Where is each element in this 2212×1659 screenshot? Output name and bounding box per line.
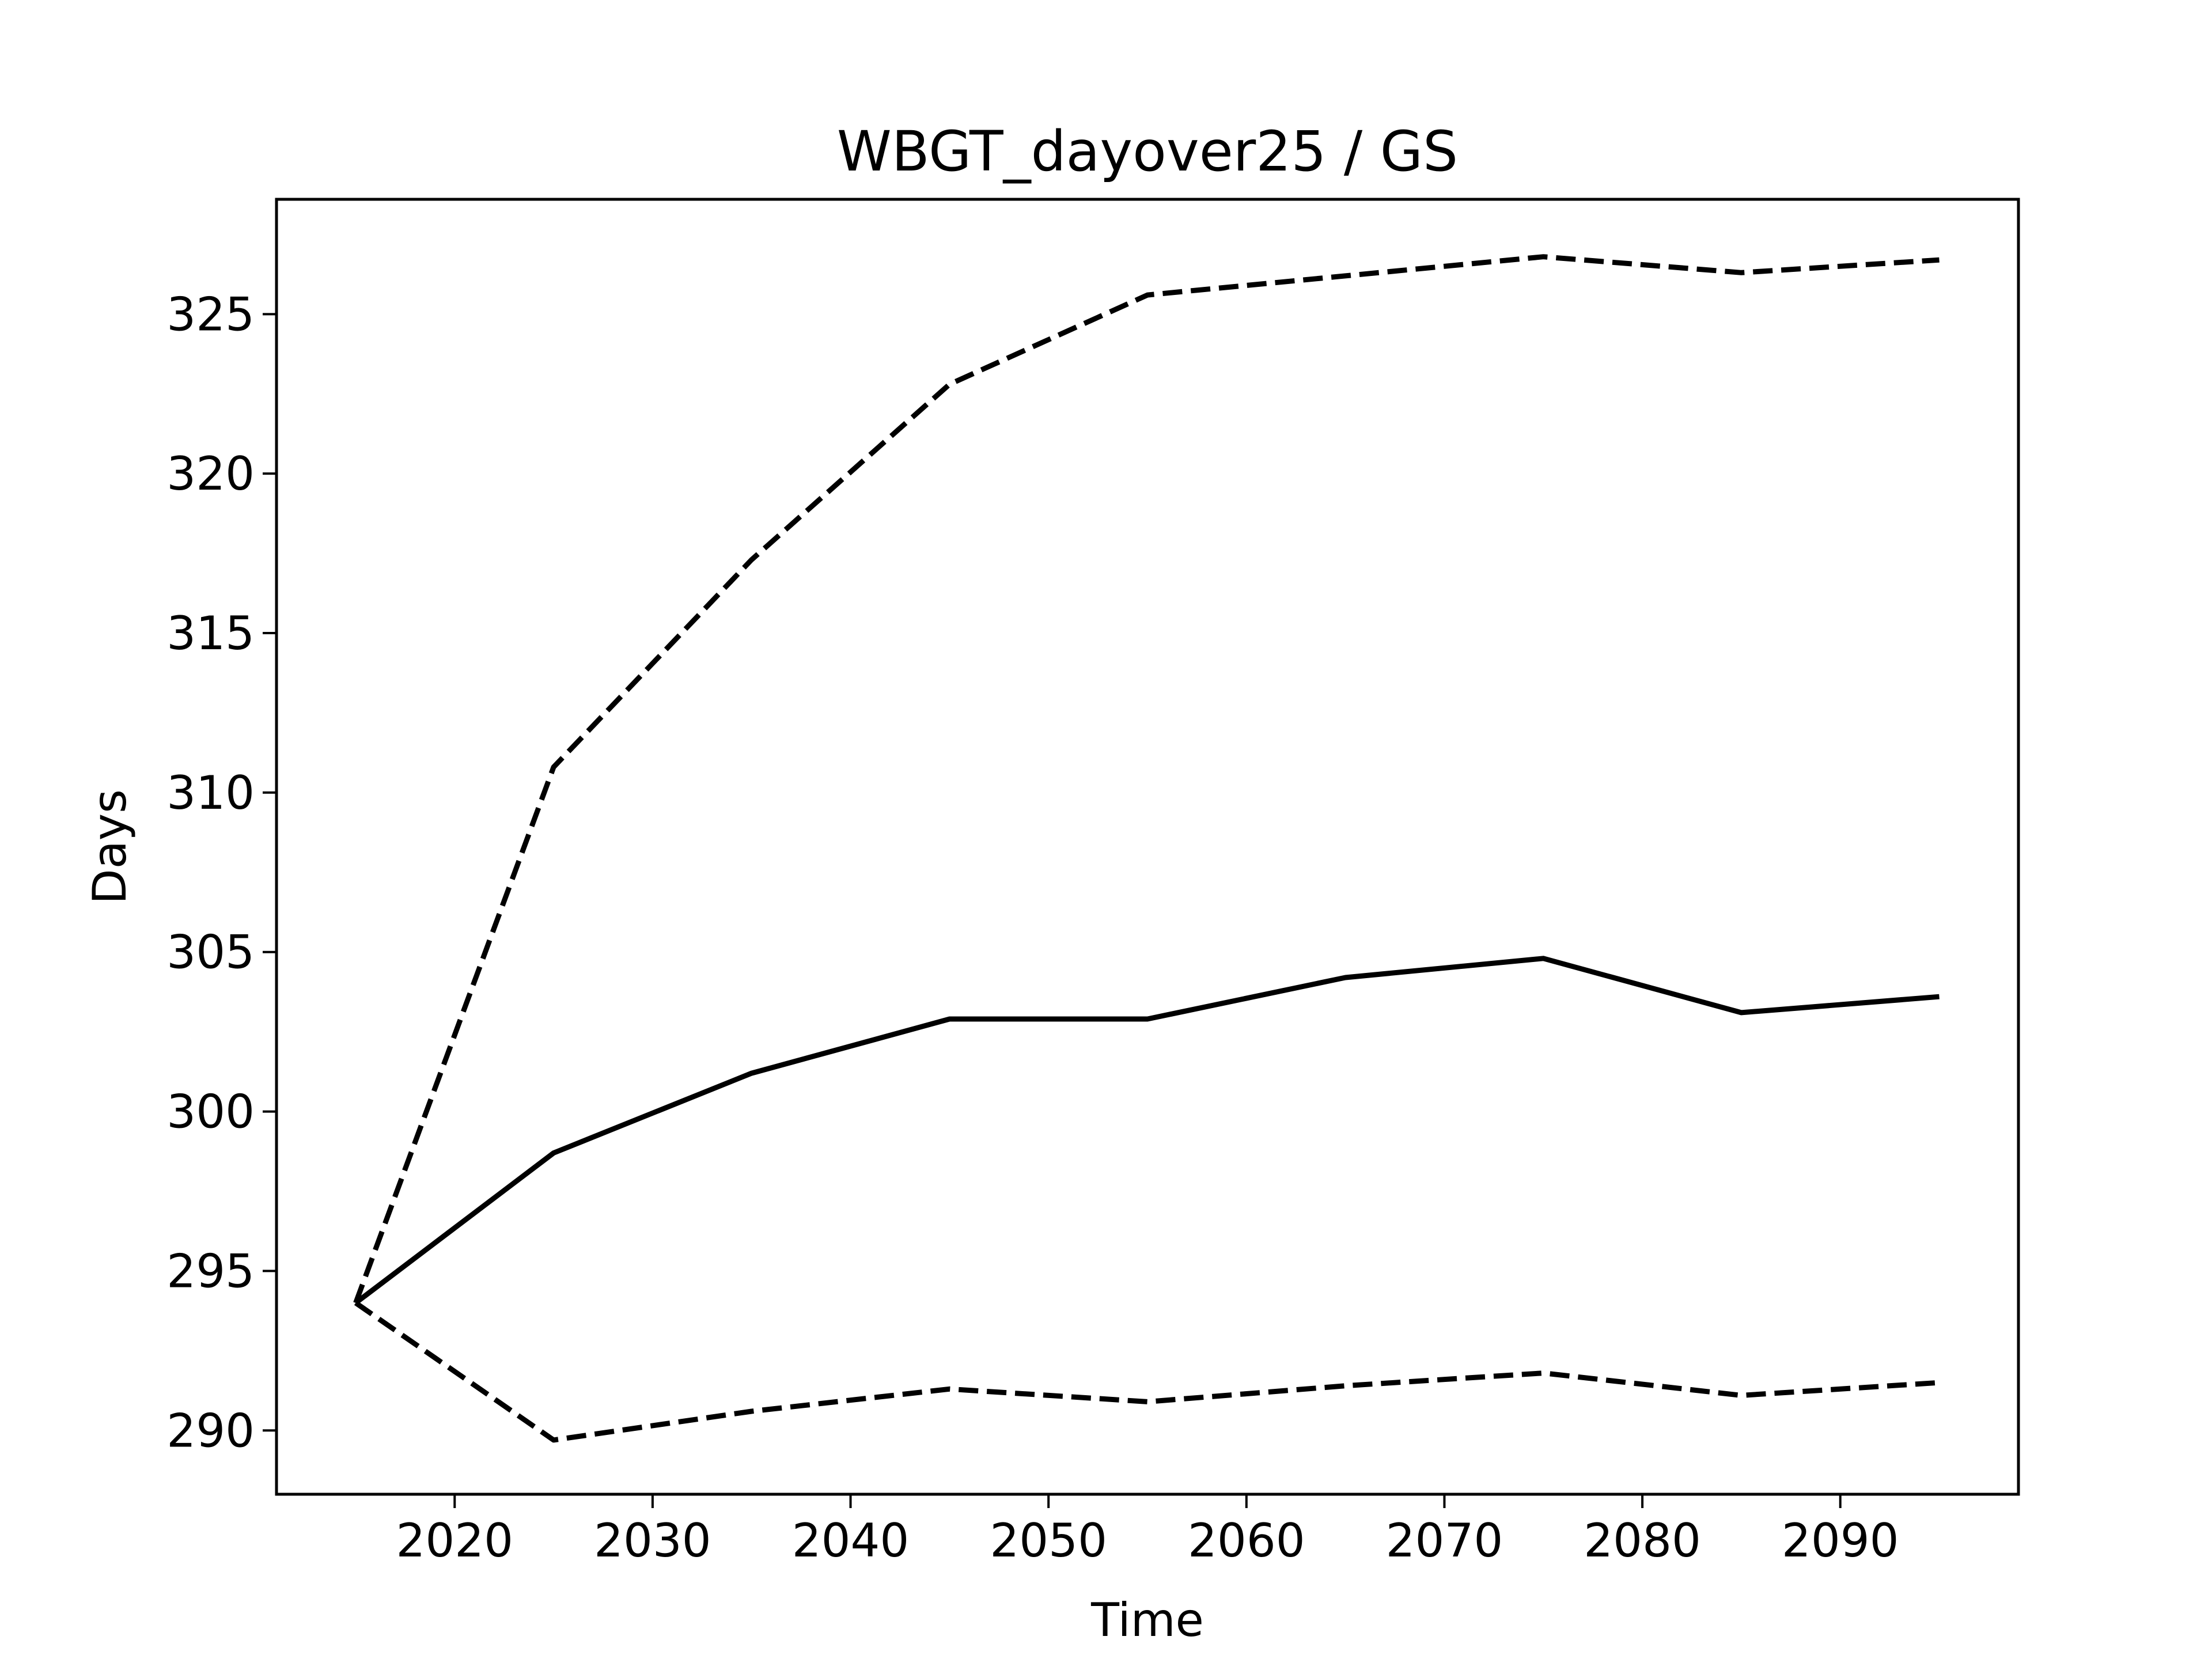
y-tick-label: 295 [166, 1244, 255, 1298]
x-tick-label: 2040 [792, 1514, 910, 1567]
y-tick-label: 315 [166, 607, 255, 660]
x-axis-label: Time [1090, 1593, 1204, 1647]
x-tick-label: 2060 [1188, 1514, 1305, 1567]
y-tick-label: 300 [166, 1085, 255, 1139]
series-line-lower [354, 1301, 1940, 1443]
y-tick-label: 310 [166, 766, 255, 820]
series-layer [353, 254, 1940, 1443]
ticks-layer: 2020 2030 2040 2050 2060 2070 2080 2090 290 295 30… [166, 287, 1899, 1567]
chart-title: WBGT_dayover25 / GS [837, 119, 1458, 184]
y-tick-label: 305 [166, 926, 255, 979]
x-tick-label: 2050 [990, 1514, 1107, 1567]
x-tick-label: 2020 [396, 1514, 513, 1567]
series-line-upper [353, 254, 1940, 1304]
y-axis-label: Days [83, 789, 137, 904]
series-line-median [354, 956, 1940, 1305]
plot-frame [275, 198, 2020, 1496]
y-tick-label: 320 [166, 447, 255, 501]
x-tick-label: 2030 [594, 1514, 711, 1567]
y-tick-label: 290 [166, 1404, 255, 1457]
x-tick-label: 2080 [1584, 1514, 1701, 1567]
x-tick-label: 2070 [1386, 1514, 1503, 1567]
y-tick-label: 325 [166, 287, 255, 341]
x-tick-label: 2090 [1782, 1514, 1899, 1567]
